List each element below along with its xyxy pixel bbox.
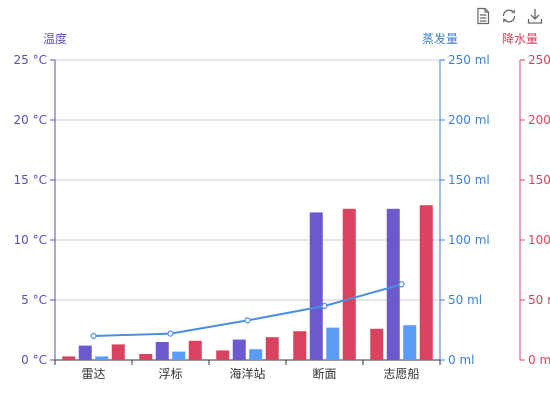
- save-image-icon: [527, 9, 543, 24]
- y-axis-name: 温度: [43, 31, 67, 46]
- y-tick-label: 20 °C: [14, 113, 47, 127]
- y-tick-label: 100 ml: [448, 233, 490, 247]
- line-point: [90, 332, 97, 340]
- bar: [232, 339, 246, 360]
- bar: [95, 356, 109, 360]
- y-tick-label: 25 °C: [14, 53, 47, 67]
- data-view-button[interactable]: [472, 6, 494, 26]
- x-tick-label: 志愿船: [383, 367, 419, 381]
- line-point: [321, 302, 328, 310]
- y-axis-name: 降水量: [502, 32, 538, 46]
- y-tick-label: 15 °C: [14, 173, 47, 187]
- bar: [265, 337, 279, 360]
- bar: [370, 328, 384, 360]
- line-point: [398, 281, 405, 288]
- bar: [155, 342, 169, 360]
- y-tick-label: 50 ml: [448, 293, 482, 307]
- bar: [342, 208, 356, 360]
- x-tick-label: 海洋站: [229, 366, 265, 381]
- x-tick-label: 断面: [312, 366, 336, 381]
- y-tick-label: 250 ml: [448, 53, 490, 67]
- restore-button[interactable]: [498, 6, 520, 26]
- bar: [62, 356, 76, 360]
- y-tick-label: 50 ml: [528, 293, 550, 307]
- save-image-button[interactable]: [524, 6, 546, 26]
- x-tick-label: 浮标: [158, 367, 182, 381]
- toolbox: [472, 6, 546, 26]
- y-tick-label: 0 ml: [448, 353, 474, 367]
- bar: [326, 327, 340, 360]
- y-tick-label: 200 ml: [528, 113, 550, 127]
- y-tick-label: 100 ml: [528, 233, 550, 247]
- bar: [172, 351, 186, 360]
- bar: [419, 205, 433, 360]
- y-tick-label: 200 ml: [448, 113, 490, 127]
- y-tick-label: 250: [528, 53, 550, 67]
- bar: [403, 325, 417, 360]
- bar: [309, 212, 323, 360]
- data-view-icon: [477, 7, 490, 25]
- y-tick-label: 5 °C: [21, 293, 47, 307]
- bar: [188, 340, 202, 360]
- restore-icon: [502, 9, 516, 23]
- bar: [386, 208, 400, 360]
- bar: [249, 349, 263, 360]
- bar: [78, 345, 92, 360]
- x-tick-label: 雷达: [81, 367, 105, 381]
- y-tick-label: 150 ml: [448, 173, 490, 187]
- bar: [216, 350, 230, 360]
- y-tick-label: 0 °C: [21, 353, 47, 367]
- y-tick-label: 10 °C: [14, 233, 47, 247]
- line-point: [167, 330, 174, 337]
- bar: [139, 354, 153, 360]
- y-axis-name: 蒸发量: [422, 31, 458, 46]
- y-tick-label: 0 ml: [528, 353, 550, 367]
- bar: [293, 331, 307, 360]
- line-point: [244, 317, 251, 324]
- bar: [111, 344, 125, 360]
- y-tick-label: 150 ml: [528, 173, 550, 187]
